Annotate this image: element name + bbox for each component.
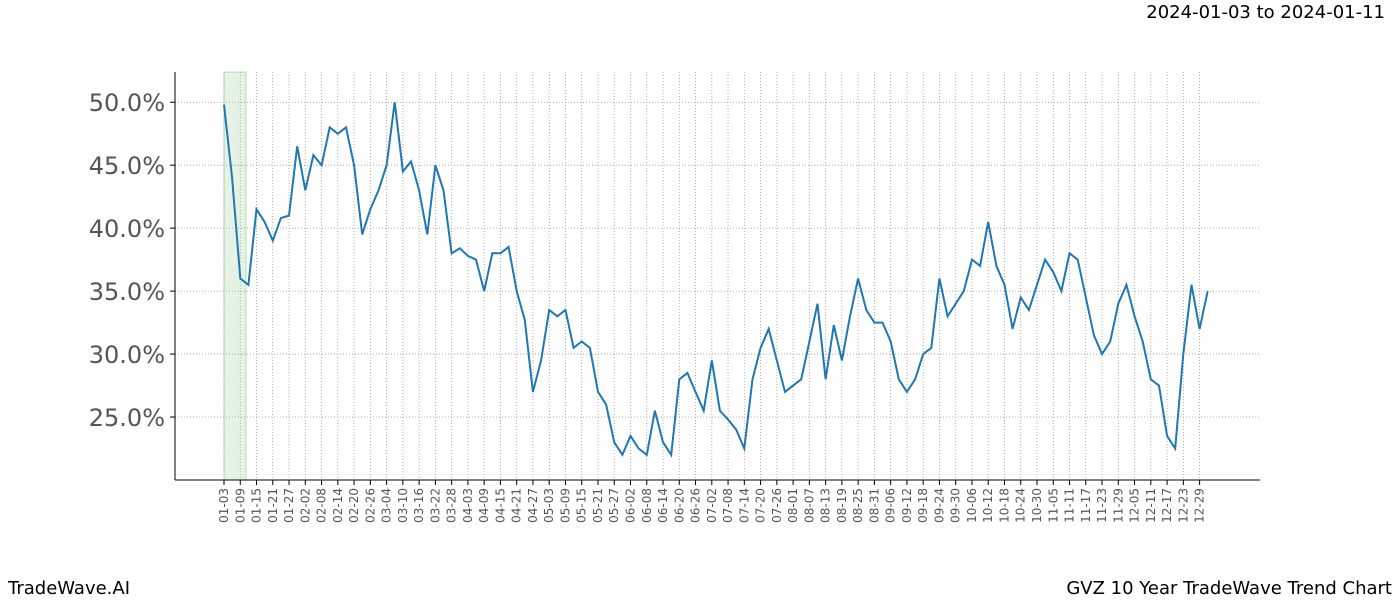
x-tick-label: 02-14	[331, 488, 345, 523]
x-tick-label: 09-06	[884, 488, 898, 523]
footer-right: GVZ 10 Year TradeWave Trend Chart	[1066, 578, 1392, 599]
x-tick-label: 09-30	[949, 488, 963, 523]
x-tick-label: 09-24	[932, 488, 946, 523]
x-tick-label: 12-23	[1176, 488, 1190, 523]
x-tick-label: 06-08	[640, 488, 654, 523]
x-tick-label: 10-30	[1030, 488, 1044, 523]
x-tick-label: 11-29	[1111, 488, 1125, 523]
x-tick-label: 01-21	[266, 488, 280, 523]
y-tick-label: 30.0%	[89, 341, 165, 369]
x-tick-label: 04-03	[461, 488, 475, 523]
x-tick-label: 04-15	[493, 488, 507, 523]
data-line	[223, 102, 1209, 458]
x-tick-label: 11-17	[1079, 488, 1093, 523]
x-tick-label: 12-05	[1128, 488, 1142, 523]
x-tick-label: 11-05	[1046, 488, 1060, 523]
x-tick-label: 04-09	[477, 488, 491, 523]
x-tick-label: 05-21	[591, 488, 605, 523]
x-tick-label: 06-20	[672, 488, 686, 523]
x-tick-label: 09-18	[916, 488, 930, 523]
y-tick-label: 35.0%	[89, 278, 165, 306]
x-tick-label: 09-12	[900, 488, 914, 523]
x-tick-label: 03-28	[445, 488, 459, 523]
x-tick-label: 12-29	[1193, 488, 1207, 523]
chart-title: 2024-01-03 to 2024-01-11	[1146, 2, 1385, 23]
x-tick-label: 01-27	[282, 488, 296, 523]
x-tick-label: 11-11	[1063, 488, 1077, 523]
x-tick-label: 12-11	[1144, 488, 1158, 523]
x-tick-label: 05-27	[607, 488, 621, 523]
x-tick-label: 08-31	[867, 488, 881, 523]
x-tick-label: 01-09	[233, 488, 247, 523]
x-tick-label: 08-07	[802, 488, 816, 523]
x-tick-label: 10-18	[997, 488, 1011, 523]
x-tick-label: 03-10	[396, 488, 410, 523]
x-tick-label: 01-03	[217, 488, 231, 523]
x-tick-label: 01-15	[250, 488, 264, 523]
x-tick-label: 10-06	[965, 488, 979, 523]
x-tick-label: 02-26	[363, 488, 377, 523]
x-tick-label: 05-09	[558, 488, 572, 523]
x-tick-label: 06-26	[689, 488, 703, 523]
x-tick-label: 02-20	[347, 488, 361, 523]
x-tick-label: 11-23	[1095, 488, 1109, 523]
x-tick-label: 02-08	[315, 488, 329, 523]
x-tick-label: 07-20	[754, 488, 768, 523]
x-tick-label: 05-03	[542, 488, 556, 523]
x-tick-label: 07-02	[705, 488, 719, 523]
x-tick-label: 02-02	[298, 488, 312, 523]
y-tick-label: 25.0%	[89, 404, 165, 432]
y-tick-label: 40.0%	[89, 215, 165, 243]
x-tick-label: 07-26	[770, 488, 784, 523]
x-tick-label: 07-14	[737, 488, 751, 523]
x-tick-label: 03-22	[428, 488, 442, 523]
x-tick-label: 08-25	[851, 488, 865, 523]
x-tick-label: 07-08	[721, 488, 735, 523]
x-tick-label: 03-16	[412, 488, 426, 523]
x-tick-label: 10-12	[981, 488, 995, 523]
x-tick-label: 06-14	[656, 488, 670, 523]
x-tick-label: 04-27	[526, 488, 540, 523]
x-tick-label: 03-04	[380, 488, 394, 523]
y-tick-label: 50.0%	[89, 89, 165, 117]
x-tick-label: 10-24	[1014, 488, 1028, 523]
x-tick-label: 06-02	[624, 488, 638, 523]
footer-left: TradeWave.AI	[7, 578, 130, 599]
x-tick-label: 04-21	[510, 488, 524, 523]
x-tick-label: 08-19	[835, 488, 849, 523]
x-tick-label: 08-13	[819, 488, 833, 523]
x-tick-label: 05-15	[575, 488, 589, 523]
y-tick-label: 45.0%	[89, 152, 165, 180]
x-tick-label: 12-17	[1160, 488, 1174, 523]
x-tick-label: 08-01	[786, 488, 800, 523]
